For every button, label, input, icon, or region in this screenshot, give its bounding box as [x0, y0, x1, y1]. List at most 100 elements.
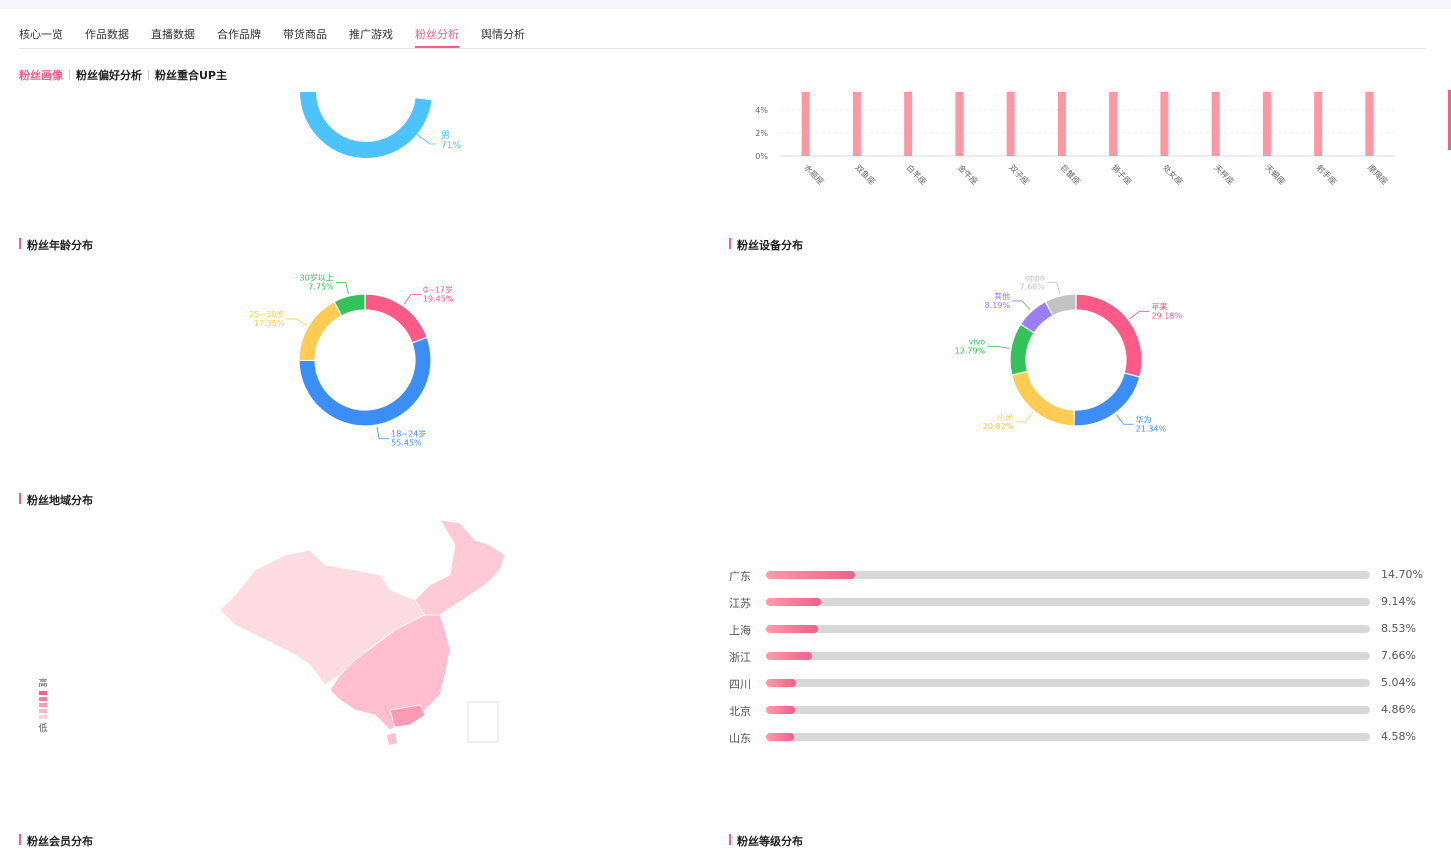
- region-row: 浙江 7.66%: [729, 649, 1429, 676]
- gender-male-slice: [300, 92, 432, 159]
- device-label-value: 12.79%: [955, 346, 986, 355]
- region-bar-track: [766, 625, 1370, 633]
- device-label-line: [1046, 281, 1061, 295]
- zodiac-bar: [1006, 92, 1015, 156]
- section-title-level: 粉丝等级分布: [729, 833, 803, 849]
- region-name: 北京: [729, 705, 751, 718]
- zodiac-bar: [1057, 92, 1066, 156]
- zodiac-x-label: 天蝎座: [1263, 162, 1287, 186]
- region-bar-track: [766, 679, 1370, 687]
- device-label-value: 20.82%: [983, 422, 1014, 431]
- zodiac-bar: [955, 92, 964, 156]
- tab-live-data[interactable]: 直播数据: [151, 28, 195, 41]
- region-bar-fill: [766, 733, 794, 741]
- zodiac-bar: [1262, 92, 1271, 156]
- zodiac-x-label: 双子座: [1007, 162, 1031, 186]
- map-legend-step: [39, 703, 47, 707]
- zodiac-bar: [1211, 92, 1220, 156]
- age-slice: [298, 336, 432, 427]
- zodiac-x-label: 处女座: [1161, 162, 1185, 186]
- age-label-value: 19.45%: [423, 294, 454, 303]
- tab-core-overview[interactable]: 核心一览: [19, 28, 63, 41]
- region-percent: 7.66%: [1381, 649, 1416, 662]
- device-slice: [1075, 293, 1143, 378]
- tab-sentiment[interactable]: 舆情分析: [481, 28, 525, 41]
- region-bar-fill: [766, 652, 813, 660]
- tab-brands[interactable]: 合作品牌: [217, 28, 261, 41]
- map-region-north: [414, 519, 506, 616]
- zodiac-x-label: 水瓶座: [802, 162, 826, 186]
- china-map: [219, 519, 506, 745]
- gender-donut-chart: 男 71%: [300, 92, 461, 159]
- zodiac-x-label: 白羊座: [905, 162, 929, 186]
- zodiac-bar: [852, 92, 861, 156]
- zodiac-bar: [1314, 92, 1323, 156]
- region-row: 四川 5.04%: [729, 676, 1429, 703]
- region-bar-fill: [766, 679, 797, 687]
- region-percent: 4.58%: [1381, 730, 1416, 743]
- region-row: 北京 4.86%: [729, 703, 1429, 730]
- subtab-fans-preference[interactable]: 粉丝偏好分析: [76, 69, 142, 82]
- map-legend-step: [39, 709, 47, 713]
- tab-games[interactable]: 推广游戏: [349, 28, 393, 41]
- region-bar-track: [766, 733, 1370, 741]
- map-legend-high: 高: [38, 679, 48, 689]
- zodiac-x-label: 金牛座: [956, 162, 980, 186]
- device-label-value: 29.18%: [1151, 311, 1182, 320]
- zodiac-bar: [904, 92, 913, 156]
- zodiac-x-label: 双鱼座: [853, 162, 877, 186]
- device-label-line: [987, 345, 1010, 349]
- gender-label-name: 男: [441, 130, 450, 141]
- device-slice: [1073, 372, 1141, 427]
- tab-fans-analysis[interactable]: 粉丝分析: [415, 28, 459, 48]
- device-label-name: 苹果: [1151, 301, 1167, 311]
- age-label-line: [286, 318, 307, 326]
- zodiac-x-label: 狮子座: [1110, 162, 1134, 186]
- zodiac-x-label: 天秤座: [1212, 162, 1236, 186]
- age-label-line: [376, 426, 390, 440]
- device-slice: [1011, 370, 1075, 427]
- region-percent: 14.70%: [1381, 568, 1423, 581]
- region-bar-track: [766, 706, 1370, 714]
- region-percent: 9.14%: [1381, 595, 1416, 608]
- region-name: 四川: [729, 678, 751, 691]
- tab-works-data[interactable]: 作品数据: [85, 28, 129, 41]
- device-slice: [1009, 323, 1035, 376]
- zodiac-bar-chart: 0% 2% 4% 水瓶座 双鱼座 白羊座 金牛座 双子座 巨蟹座 狮子座 处女座 天秤座 天蝎座 射手座 摩…: [755, 92, 1395, 186]
- gender-label-line: [413, 131, 436, 145]
- zodiac-y-tick: 2%: [755, 129, 768, 138]
- region-percent: 5.04%: [1381, 676, 1416, 689]
- region-row: 广东 14.70%: [729, 568, 1429, 595]
- map-region-hainan: [387, 733, 397, 745]
- zodiac-y-tick: 4%: [755, 106, 768, 115]
- device-label-line: [1012, 300, 1031, 311]
- section-title-age: 粉丝年龄分布: [19, 237, 93, 253]
- age-label-line: [335, 281, 349, 295]
- zodiac-x-label: 巨蟹座: [1058, 162, 1082, 186]
- section-title-region: 粉丝地域分布: [19, 492, 93, 508]
- device-label-name: oppo: [1025, 273, 1045, 282]
- age-label-value: 55.45%: [391, 439, 422, 448]
- scroll-indicator[interactable]: [1448, 90, 1451, 150]
- age-label-name: 18~24岁: [391, 429, 426, 439]
- subtab-fans-portrait[interactable]: 粉丝画像: [19, 69, 63, 82]
- map-legend: 高 低: [37, 676, 49, 734]
- region-bar-fill: [766, 598, 822, 606]
- tab-products[interactable]: 带货商品: [283, 28, 327, 41]
- zodiac-bar: [1160, 92, 1169, 156]
- device-label-name: 华为: [1136, 414, 1152, 424]
- device-label-name: vivo: [969, 337, 986, 346]
- subtab-divider: [69, 70, 70, 80]
- zodiac-x-label: 射手座: [1315, 162, 1339, 186]
- map-legend-step: [39, 715, 47, 719]
- section-title-device: 粉丝设备分布: [729, 237, 803, 253]
- zodiac-bar: [1109, 92, 1118, 156]
- device-label-line: [1129, 310, 1150, 319]
- region-percent: 4.86%: [1381, 703, 1416, 716]
- region-ranking-list: 广东 14.70% 江苏 9.14% 上海 8.53% 浙江 7.66% 四川 5.04% 北京 4.…: [729, 568, 1429, 757]
- subtab-overlap-up[interactable]: 粉丝重合UP主: [155, 69, 227, 82]
- sub-tabs: 粉丝画像 粉丝偏好分析 粉丝重合UP主: [19, 67, 227, 83]
- map-region-guangdong: [389, 704, 426, 728]
